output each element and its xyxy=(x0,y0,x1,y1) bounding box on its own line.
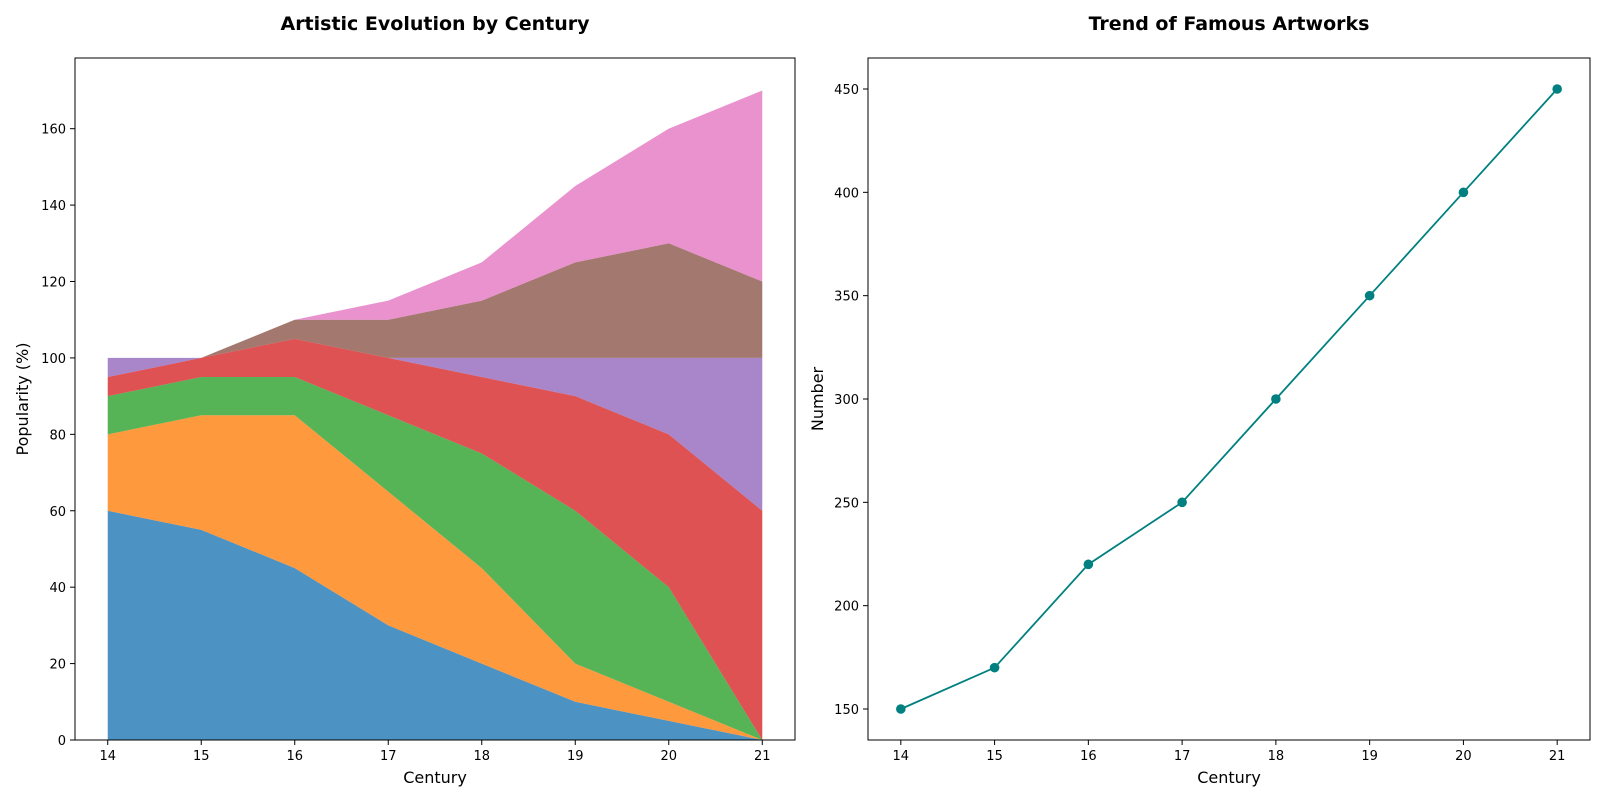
y-tick-label: 140 xyxy=(41,199,66,214)
area-layer-3 xyxy=(107,377,763,740)
line-series xyxy=(896,84,1562,714)
x-tick-label: 17 xyxy=(1174,749,1191,764)
line-chart: Trend of Famous Artworks 14 15 16 17 18 19 20 2… xyxy=(808,13,1591,787)
x-tick-label: 14 xyxy=(99,749,116,764)
x-tick-label: 15 xyxy=(193,749,210,764)
data-point xyxy=(1177,497,1187,508)
data-point xyxy=(1364,290,1375,301)
area-layer-1 xyxy=(107,510,763,740)
y-tick-label: 200 xyxy=(834,600,859,615)
y-tick-label: 450 xyxy=(834,83,859,98)
x-axis-label: Century xyxy=(403,768,467,787)
chart-title: Trend of Famous Artworks xyxy=(1089,13,1370,35)
data-point xyxy=(1458,187,1469,198)
area-layers xyxy=(107,90,763,740)
x-tick-label: 21 xyxy=(1549,749,1566,764)
area-layer-5 xyxy=(107,338,763,511)
x-tick-label: 18 xyxy=(1268,749,1285,764)
y-tick-label: 350 xyxy=(834,290,859,305)
plot-frame xyxy=(867,57,1591,741)
x-tick-label: 15 xyxy=(986,749,1003,764)
stacked-area-chart: Artistic Evolution by Century 14 15 16 17 18… xyxy=(13,13,796,787)
data-point xyxy=(1552,84,1562,94)
x-tick-label: 20 xyxy=(1455,749,1472,764)
y-axis-ticks: 0 20 40 60 80 100 120 140 160 xyxy=(41,123,75,749)
y-axis-label: Popularity (%) xyxy=(13,343,32,456)
data-point xyxy=(1271,394,1281,404)
x-tick-label: 18 xyxy=(473,749,490,764)
data-point xyxy=(989,662,1000,673)
x-tick-label: 14 xyxy=(893,749,910,764)
y-tick-label: 40 xyxy=(49,581,66,596)
x-tick-label: 21 xyxy=(754,749,771,764)
y-tick-label: 20 xyxy=(49,658,66,673)
x-tick-label: 20 xyxy=(660,749,677,764)
x-tick-label: 16 xyxy=(1080,749,1097,764)
y-tick-label: 250 xyxy=(834,496,859,511)
x-axis-ticks: 14 15 16 17 18 19 20 21 xyxy=(893,740,1566,764)
y-axis-ticks: 150 200 250 300 350 400 450 xyxy=(834,83,868,718)
y-axis-label: Number xyxy=(808,366,827,431)
chart-title: Artistic Evolution by Century xyxy=(280,13,590,35)
area-layer-4 xyxy=(107,338,763,740)
data-point xyxy=(1083,559,1094,570)
y-tick-label: 160 xyxy=(41,123,66,138)
y-tick-label: 80 xyxy=(49,428,66,443)
x-tick-label: 16 xyxy=(286,749,303,764)
y-tick-label: 400 xyxy=(834,186,859,201)
series-line xyxy=(900,88,1558,710)
y-tick-label: 300 xyxy=(834,393,859,408)
x-axis-ticks: 14 15 16 17 18 19 20 21 xyxy=(99,740,771,764)
x-tick-label: 19 xyxy=(1361,749,1378,764)
y-tick-label: 100 xyxy=(41,352,66,367)
data-point xyxy=(896,704,906,714)
y-tick-label: 150 xyxy=(834,703,859,718)
area-layer-7 xyxy=(107,90,763,358)
y-tick-label: 0 xyxy=(58,734,66,749)
x-tick-label: 19 xyxy=(567,749,584,764)
x-axis-label: Century xyxy=(1197,768,1261,787)
y-tick-label: 60 xyxy=(49,505,66,520)
area-layer-2 xyxy=(107,415,763,740)
area-layer-6 xyxy=(107,243,763,358)
y-tick-label: 120 xyxy=(41,276,66,291)
plot-frame xyxy=(74,57,796,741)
x-tick-label: 17 xyxy=(380,749,397,764)
